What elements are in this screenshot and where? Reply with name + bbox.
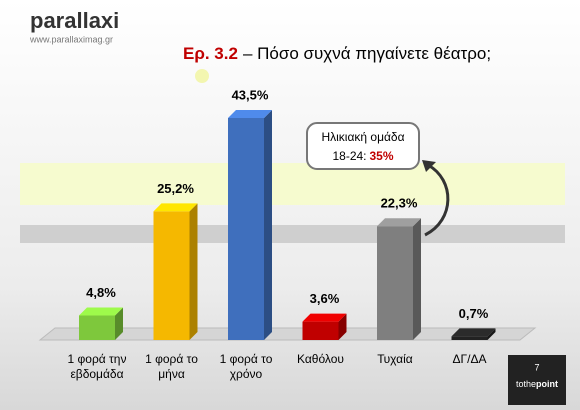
logo-url: www.parallaximag.gr	[29, 34, 113, 44]
bar	[228, 118, 264, 340]
value-label: 3,6%	[310, 291, 340, 306]
bar-top	[377, 218, 421, 227]
bar	[153, 211, 190, 340]
bar-top	[153, 203, 198, 212]
annotation-value: 35%	[370, 149, 394, 163]
bar	[79, 315, 115, 340]
band	[20, 163, 565, 205]
title-number: Ερ. 3.2	[183, 44, 238, 63]
logo: parallaxi	[30, 8, 119, 33]
bar-side	[189, 203, 198, 340]
badge-number: 7	[534, 362, 539, 372]
x-tick-label: Τυχαία	[377, 352, 413, 366]
badge-text: tothepoint	[516, 379, 558, 389]
bar-side	[338, 313, 347, 340]
value-label: 43,5%	[232, 87, 269, 102]
value-label: 4,8%	[86, 285, 116, 300]
chart-title: Ερ. 3.2 – Πόσο συχνά πηγαίνετε θέατρο;	[183, 44, 491, 63]
annotation-label: 18-24:	[332, 149, 366, 163]
bar-side	[413, 218, 421, 340]
value-label: 22,3%	[381, 196, 418, 211]
x-tick-label: 1 φορά την εβδομάδα	[67, 352, 127, 381]
dot	[195, 69, 209, 83]
bar-top	[79, 307, 123, 316]
bar	[377, 226, 413, 340]
bar-side	[264, 110, 272, 340]
x-tick-label: 1 φορά το μήνα	[145, 352, 198, 381]
badge	[508, 355, 566, 405]
bar-side	[487, 328, 496, 340]
arrow	[424, 163, 450, 237]
title-text: – Πόσο συχνά πηγαίνετε θέατρο;	[243, 44, 491, 63]
annotation-box	[306, 122, 420, 170]
bar-side	[115, 307, 123, 340]
value-label: 25,2%	[157, 181, 194, 196]
value-label: 0,7%	[459, 306, 489, 321]
band	[20, 225, 565, 243]
bar-top	[228, 110, 272, 118]
annotation-text: Ηλικιακή ομάδα	[321, 130, 404, 144]
x-tick-label: 1 φορά το χρόνο	[219, 352, 273, 381]
badge-to: tothe	[516, 379, 536, 389]
badge-point: point	[536, 379, 558, 389]
bar	[302, 321, 339, 340]
annotation-text: 18-24: 35%	[332, 149, 393, 163]
bar	[451, 336, 488, 340]
x-tick-label: Καθόλου	[297, 352, 344, 366]
arrow-head	[422, 160, 436, 172]
bar-top	[451, 328, 496, 337]
bar-top	[302, 313, 347, 322]
x-tick-label: ΔΓ/ΔΑ	[452, 352, 487, 366]
